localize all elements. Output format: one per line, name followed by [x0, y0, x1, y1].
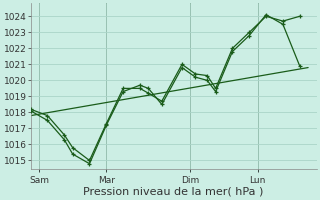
X-axis label: Pression niveau de la mer( hPa ): Pression niveau de la mer( hPa ): [84, 187, 264, 197]
